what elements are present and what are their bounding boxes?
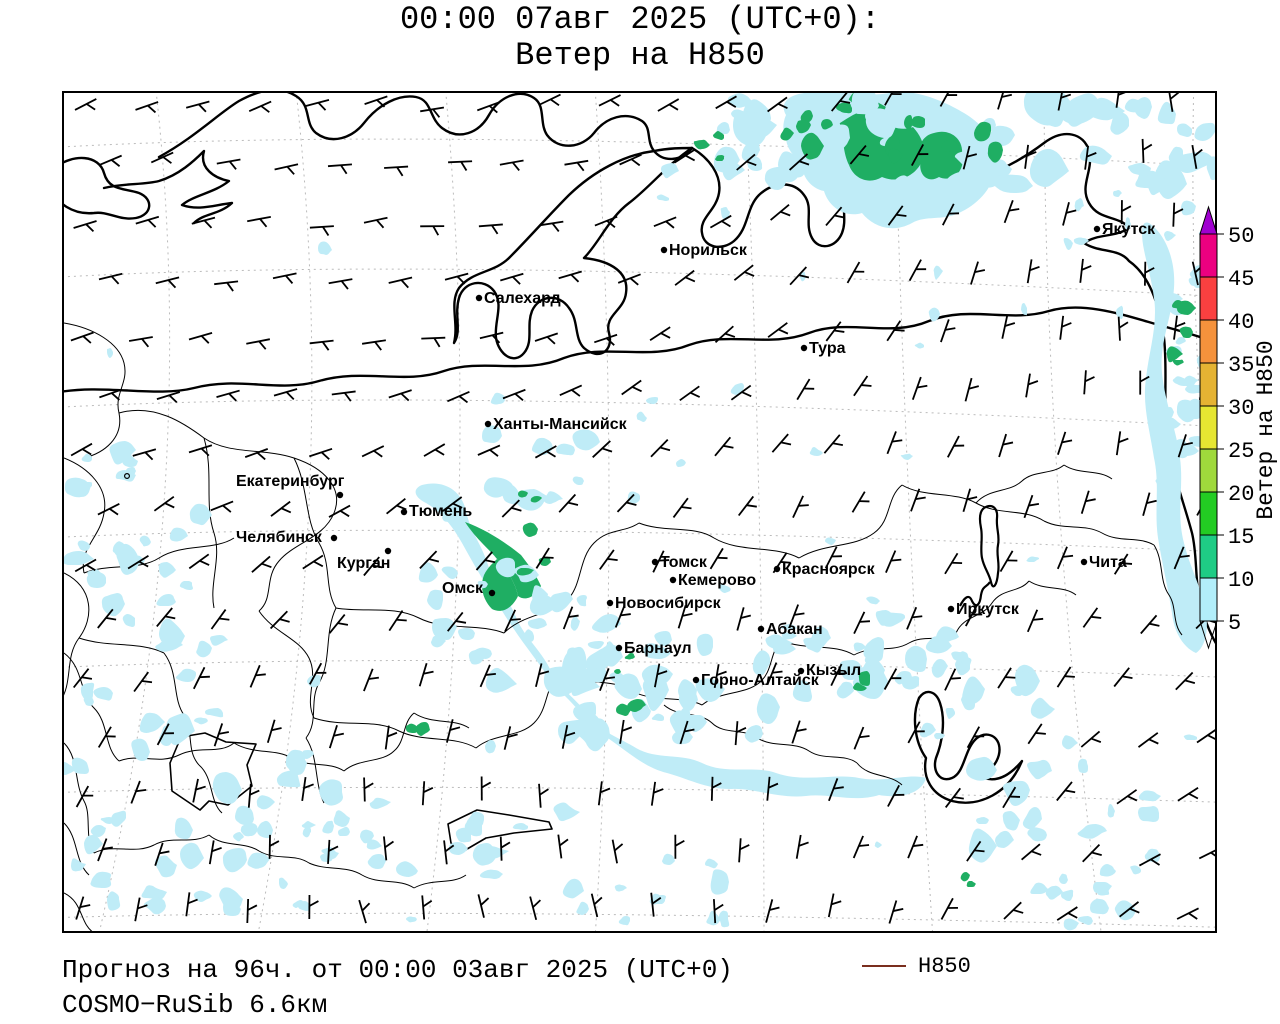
svg-text:5: 5 [1228,611,1241,636]
svg-text:15: 15 [1228,525,1254,550]
svg-text:30: 30 [1228,396,1254,421]
svg-text:Ветер на H850: Ветер на H850 [1253,340,1279,519]
svg-text:20: 20 [1228,482,1254,507]
svg-text:40: 40 [1228,310,1254,335]
svg-text:45: 45 [1228,267,1254,292]
svg-text:50: 50 [1228,224,1254,249]
svg-text:10: 10 [1228,568,1254,593]
svg-text:25: 25 [1228,439,1254,464]
svg-text:35: 35 [1228,353,1254,378]
